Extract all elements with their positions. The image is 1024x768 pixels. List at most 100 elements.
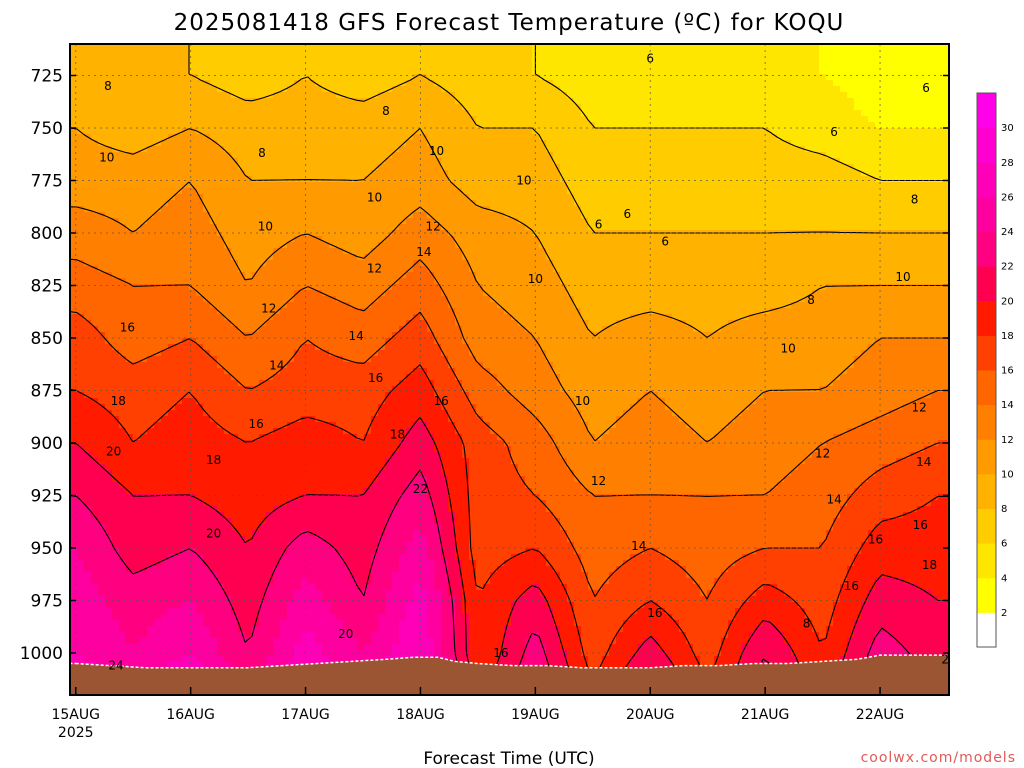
temperature-cell	[588, 272, 596, 279]
temperature-cell	[700, 260, 708, 267]
temperature-cell	[413, 164, 421, 171]
temperature-cell	[679, 242, 687, 249]
temperature-cell	[742, 194, 750, 201]
temperature-cell	[896, 110, 904, 117]
temperature-cell	[735, 176, 743, 183]
temperature-cell	[462, 218, 470, 225]
temperature-cell	[735, 134, 743, 141]
temperature-cell	[147, 98, 155, 105]
temperature-cell	[203, 68, 211, 75]
temperature-cell	[147, 278, 155, 285]
temperature-cell	[714, 134, 722, 141]
temperature-cell	[350, 140, 358, 147]
temperature-cell	[441, 248, 449, 255]
temperature-cell	[546, 170, 554, 177]
temperature-cell	[371, 272, 379, 279]
temperature-cell	[784, 188, 792, 195]
temperature-cell	[616, 188, 624, 195]
temperature-cell	[924, 182, 932, 189]
temperature-cell	[539, 212, 547, 219]
temperature-cell	[763, 212, 771, 219]
temperature-cell	[602, 176, 610, 183]
temperature-cell	[70, 116, 78, 123]
temperature-cell	[791, 224, 799, 231]
temperature-cell	[182, 104, 190, 111]
temperature-cell	[686, 152, 694, 159]
temperature-cell	[525, 200, 533, 207]
temperature-cell	[392, 206, 400, 213]
temperature-cell	[420, 200, 428, 207]
temperature-cell	[784, 134, 792, 141]
temperature-cell	[301, 254, 309, 261]
temperature-cell	[658, 176, 666, 183]
temperature-cell	[119, 176, 127, 183]
temperature-cell	[483, 158, 491, 165]
temperature-cell	[574, 158, 582, 165]
temperature-cell	[140, 206, 148, 213]
temperature-cell	[896, 254, 904, 261]
temperature-cell	[784, 104, 792, 111]
temperature-cell	[91, 50, 99, 57]
temperature-cell	[420, 92, 428, 99]
temperature-cell	[427, 140, 435, 147]
temperature-cell	[490, 74, 498, 81]
temperature-cell	[77, 266, 85, 273]
temperature-cell	[679, 140, 687, 147]
temperature-cell	[595, 158, 603, 165]
temperature-cell	[483, 128, 491, 135]
temperature-cell	[714, 188, 722, 195]
temperature-cell	[182, 260, 190, 267]
temperature-cell	[112, 92, 120, 99]
temperature-cell	[924, 212, 932, 219]
temperature-cell	[189, 140, 197, 147]
temperature-cell	[441, 56, 449, 63]
temperature-cell	[224, 242, 232, 249]
temperature-cell	[679, 44, 687, 51]
temperature-cell	[714, 140, 722, 147]
temperature-cell	[693, 176, 701, 183]
temperature-cell	[483, 86, 491, 93]
temperature-cell	[679, 116, 687, 123]
temperature-cell	[651, 170, 659, 177]
temperature-cell	[770, 158, 778, 165]
temperature-cell	[364, 122, 372, 129]
temperature-cell	[294, 80, 302, 87]
temperature-cell	[112, 260, 120, 267]
temperature-cell	[259, 128, 267, 135]
temperature-cell	[420, 110, 428, 117]
temperature-cell	[616, 80, 624, 87]
temperature-cell	[378, 194, 386, 201]
temperature-cell	[182, 140, 190, 147]
temperature-cell	[602, 164, 610, 171]
temperature-cell	[469, 254, 477, 261]
temperature-cell	[686, 146, 694, 153]
temperature-cell	[126, 56, 134, 63]
temperature-cell	[798, 110, 806, 117]
temperature-cell	[427, 272, 435, 279]
temperature-cell	[693, 44, 701, 51]
temperature-cell	[588, 104, 596, 111]
temperature-cell	[784, 158, 792, 165]
temperature-cell	[203, 50, 211, 57]
temperature-cell	[301, 224, 309, 231]
temperature-cell	[847, 86, 855, 93]
temperature-cell	[280, 80, 288, 87]
temperature-cell	[84, 116, 92, 123]
temperature-cell	[252, 218, 260, 225]
temperature-cell	[448, 170, 456, 177]
temperature-cell	[364, 182, 372, 189]
temperature-cell	[623, 254, 631, 261]
temperature-cell	[826, 116, 834, 123]
temperature-cell	[217, 62, 225, 69]
temperature-cell	[189, 164, 197, 171]
temperature-cell	[777, 116, 785, 123]
temperature-cell	[77, 152, 85, 159]
temperature-cell	[392, 68, 400, 75]
temperature-cell	[259, 200, 267, 207]
temperature-cell	[777, 188, 785, 195]
temperature-cell	[840, 176, 848, 183]
temperature-cell	[301, 146, 309, 153]
temperature-cell	[931, 170, 939, 177]
temperature-cell	[728, 260, 736, 267]
temperature-cell	[791, 164, 799, 171]
